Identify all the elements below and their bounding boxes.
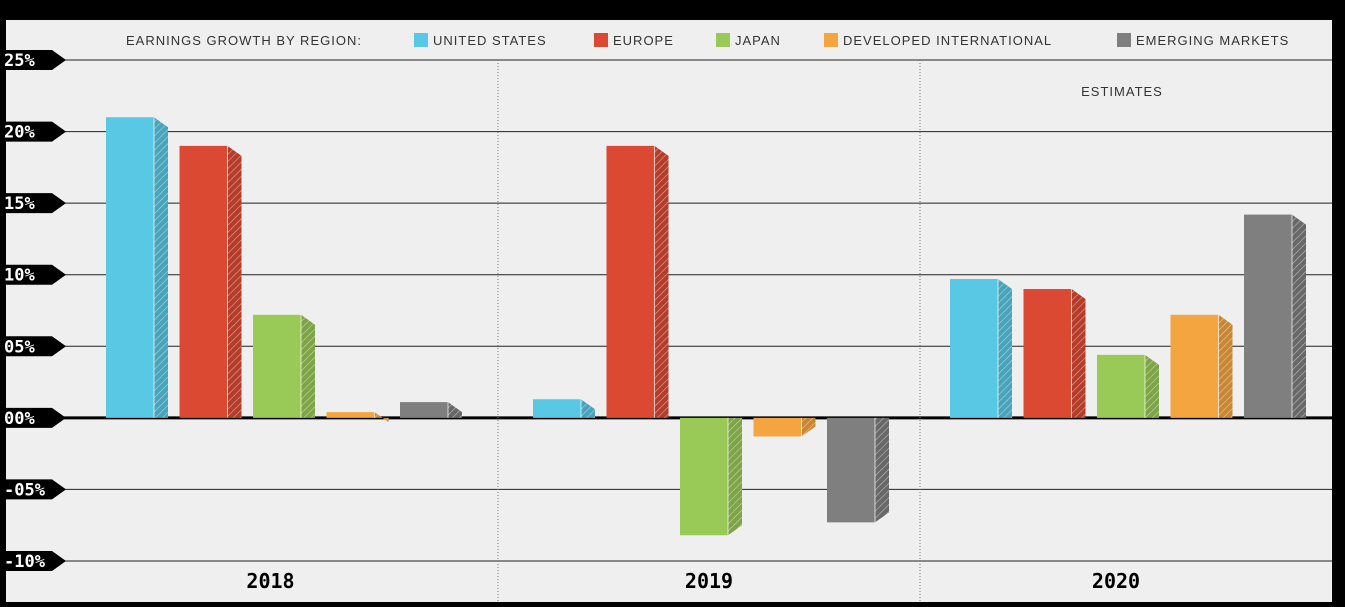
y-tick-label: 25%: [4, 51, 35, 71]
bar: [680, 417, 742, 536]
bar-front: [606, 145, 655, 418]
bar-side-hatch: [1292, 214, 1306, 418]
bar: [1244, 214, 1306, 418]
bar-side-hatch: [374, 412, 389, 423]
bar: [1023, 289, 1086, 418]
bar-front: [1097, 354, 1145, 418]
y-tick-label: 20%: [4, 123, 35, 143]
bar-front: [326, 412, 375, 418]
legend-item: JAPAN: [735, 33, 781, 48]
bar-front: [1170, 314, 1219, 418]
bar-front: [753, 417, 802, 437]
y-tick-label: -10%: [4, 552, 46, 572]
bar-side-hatch: [1145, 354, 1159, 418]
bar: [106, 117, 168, 418]
bar-side-hatch: [1071, 289, 1086, 418]
legend-item: EMERGING MARKETS: [1136, 33, 1289, 48]
y-tick-badge: [0, 336, 66, 357]
bar: [253, 314, 315, 418]
bar-front: [253, 314, 301, 418]
legend-swatch: [594, 33, 608, 47]
y-tick-label: -05%: [4, 480, 46, 500]
bar-side-hatch: [581, 399, 595, 418]
bar-front: [400, 402, 448, 418]
y-tick-label: 15%: [4, 194, 35, 214]
estimates-annotation: ESTIMATES: [1081, 84, 1163, 99]
bar-side-hatch: [301, 314, 315, 418]
legend-swatch: [414, 33, 428, 47]
bar-front: [827, 417, 875, 523]
bar: [179, 145, 242, 418]
bar-front: [179, 145, 228, 418]
bar: [827, 417, 889, 523]
bar: [606, 145, 669, 418]
bar: [533, 399, 595, 418]
y-tick-badge: [0, 264, 66, 285]
y-tick-label: 00%: [4, 409, 35, 429]
bar-side-hatch: [875, 417, 889, 523]
y-tick-badge: [0, 50, 66, 70]
y-tick-label: 05%: [4, 337, 35, 357]
bar-front: [1244, 214, 1292, 418]
bar-side-hatch: [1218, 314, 1233, 418]
bar-front: [680, 417, 728, 536]
bar-side-hatch: [728, 417, 742, 536]
bar: [950, 279, 1012, 418]
bar: [400, 402, 462, 418]
bar-side-hatch: [227, 145, 242, 418]
bar: [1170, 314, 1233, 418]
legend-item: EUROPE: [613, 33, 674, 48]
y-tick-badge: [0, 479, 66, 500]
legend-title: EARNINGS GROWTH BY REGION:: [126, 33, 362, 48]
bar-front: [1023, 289, 1072, 418]
bar-side-hatch: [654, 145, 669, 418]
y-tick-label: 10%: [4, 266, 35, 286]
bar-side-hatch: [448, 402, 462, 418]
bar-side-hatch: [154, 117, 168, 418]
x-tick-label: 2018: [246, 569, 294, 593]
x-tick-label: 2020: [1092, 569, 1140, 593]
bar-front: [533, 399, 581, 418]
legend-swatch: [824, 33, 838, 47]
legend-swatch: [716, 33, 730, 47]
legend-swatch: [1117, 33, 1131, 47]
bar-front: [106, 117, 154, 418]
bar: [753, 417, 816, 437]
legend-item: DEVELOPED INTERNATIONAL: [843, 33, 1052, 48]
x-tick-label: 2019: [685, 569, 733, 593]
y-tick-badge: [0, 193, 66, 214]
bar-side-hatch: [801, 417, 816, 437]
legend-item: UNITED STATES: [433, 33, 547, 48]
bar: [1097, 354, 1159, 418]
y-tick-badge: [0, 121, 66, 142]
bar-side-hatch: [998, 279, 1012, 418]
bar-front: [950, 279, 998, 418]
y-tick-badge: [0, 407, 66, 428]
bar: [326, 412, 389, 423]
y-tick-badge: [0, 551, 66, 571]
